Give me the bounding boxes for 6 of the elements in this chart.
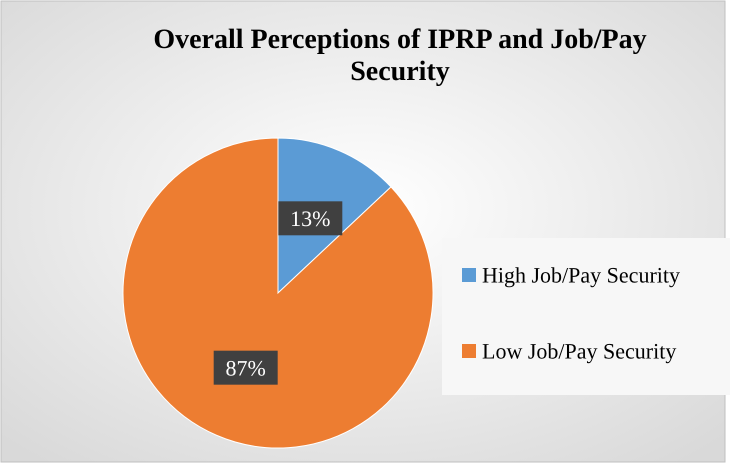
slice-label: Low Job/Pay Security: [482, 338, 676, 364]
pie-slice: [122, 138, 434, 448]
data-label: 87%: [226, 355, 266, 380]
data-label: 13%: [290, 206, 330, 232]
legend-label: High Job/Pay Security: [482, 262, 680, 288]
chart-title: Overall Perceptions of IPRP and Job/Pay Security: [153, 24, 647, 87]
